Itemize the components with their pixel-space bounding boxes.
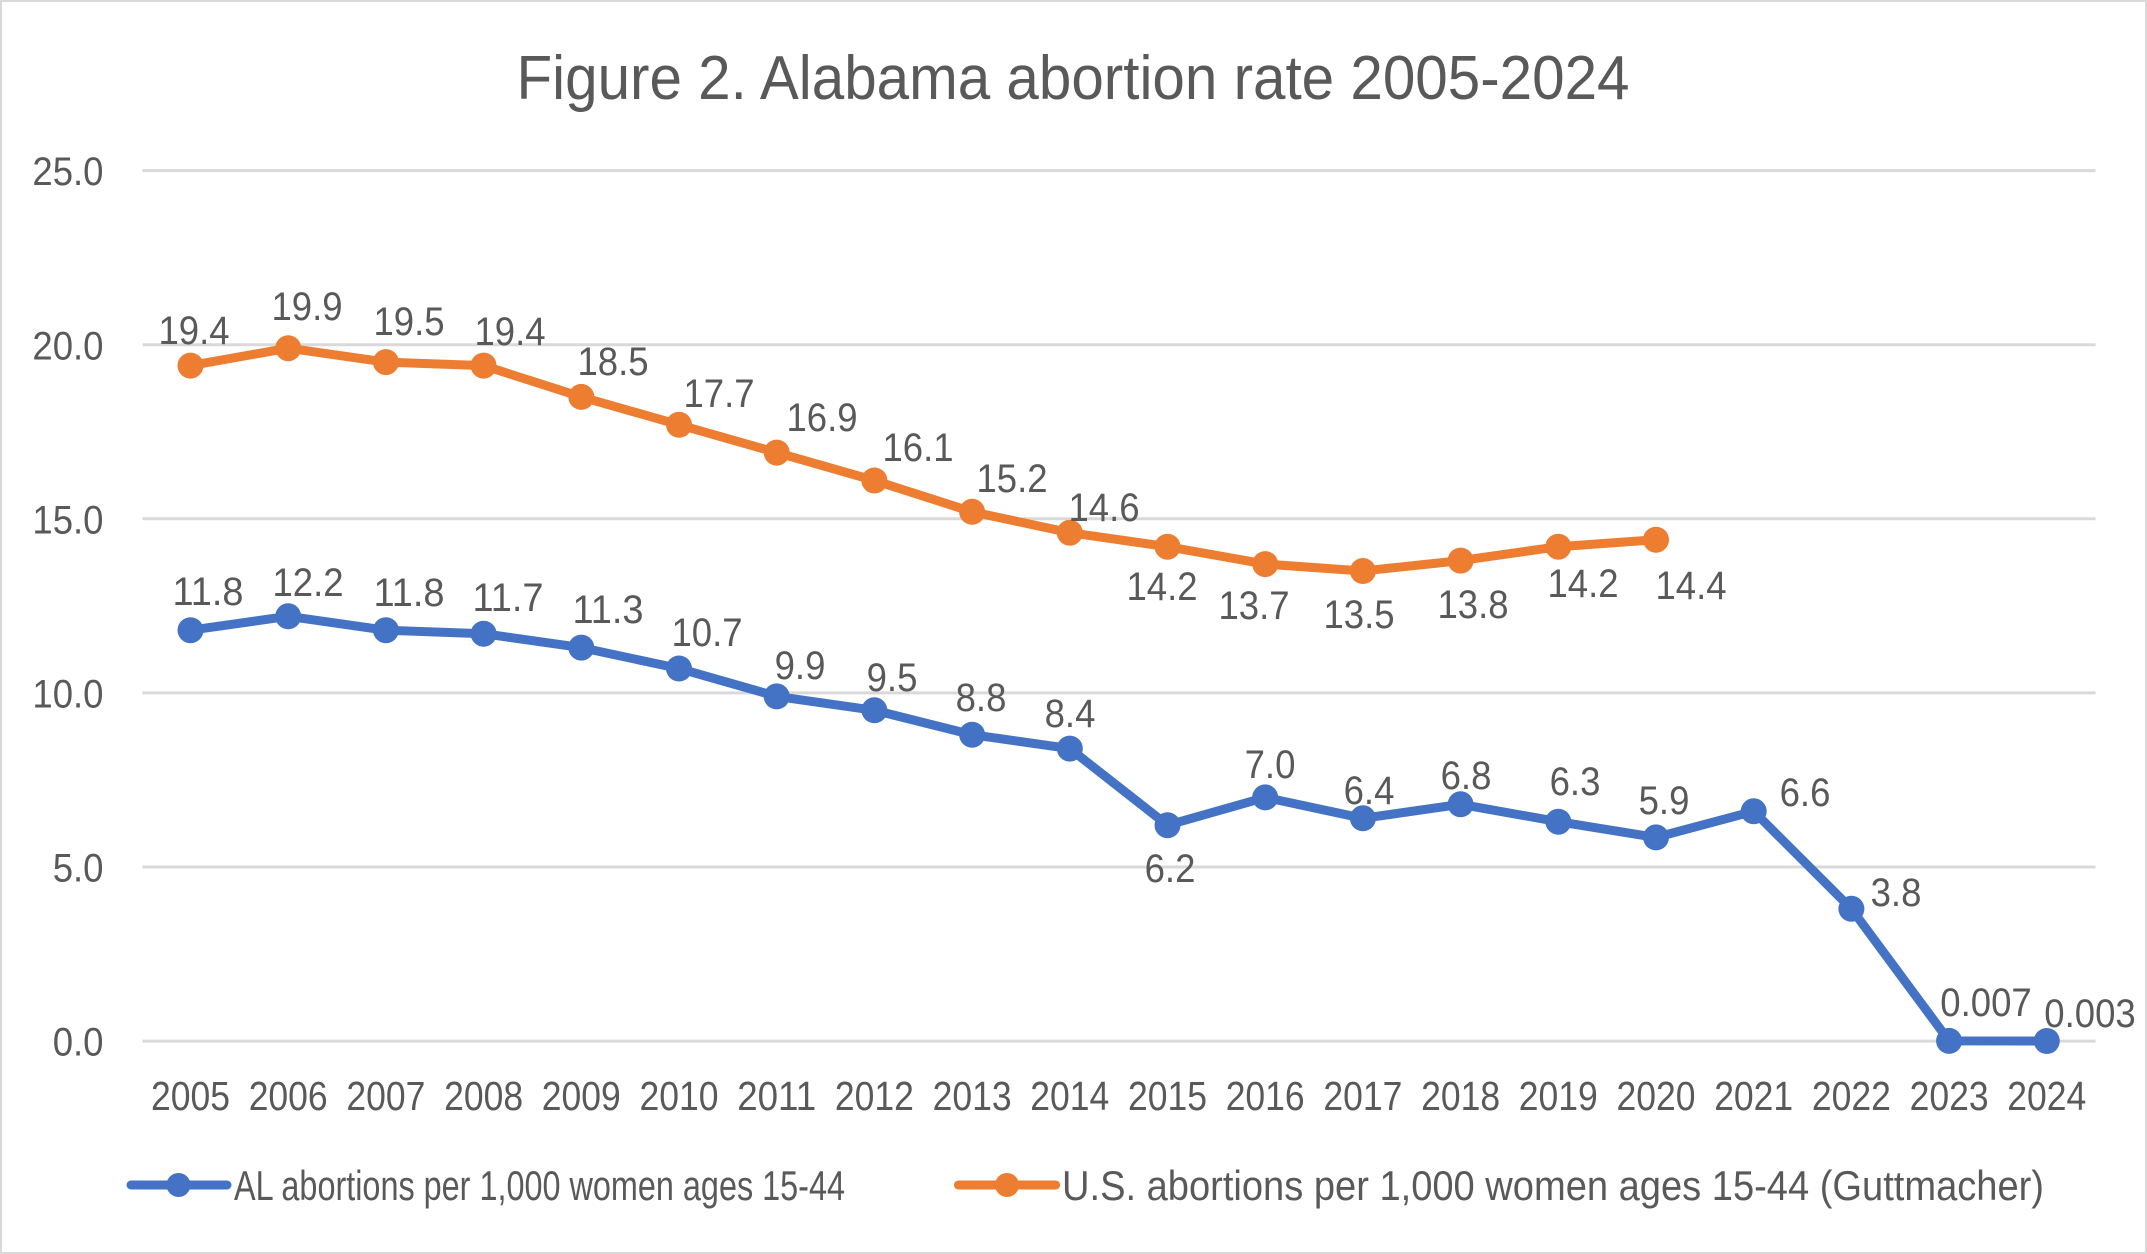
svg-text:6.4: 6.4 [1344,769,1395,813]
svg-text:2016: 2016 [1226,1073,1305,1119]
svg-text:12.2: 12.2 [272,561,343,605]
svg-text:13.5: 13.5 [1323,593,1394,637]
svg-text:2024: 2024 [2007,1073,2086,1119]
svg-text:16.1: 16.1 [882,426,953,470]
svg-text:14.4: 14.4 [1655,564,1726,608]
svg-text:2008: 2008 [444,1073,523,1119]
svg-text:8.8: 8.8 [956,676,1007,720]
svg-text:19.4: 19.4 [158,309,229,353]
svg-text:2018: 2018 [1421,1073,1500,1119]
svg-text:AL abortions per 1,000 women a: AL abortions per 1,000 women ages 15-44 [234,1162,845,1209]
svg-text:2023: 2023 [1910,1073,1989,1119]
svg-text:7.0: 7.0 [1245,743,1296,787]
svg-text:0.007: 0.007 [1940,981,2031,1025]
svg-text:2022: 2022 [1812,1073,1891,1119]
svg-text:19.9: 19.9 [271,285,342,329]
svg-text:17.7: 17.7 [683,372,754,416]
svg-text:19.4: 19.4 [474,310,545,354]
svg-text:14.6: 14.6 [1068,486,1139,530]
svg-text:2019: 2019 [1519,1073,1598,1119]
svg-text:19.5: 19.5 [373,300,444,344]
svg-text:3.8: 3.8 [1871,871,1922,915]
svg-text:2009: 2009 [542,1073,621,1119]
svg-text:16.9: 16.9 [786,396,857,440]
svg-text:14.2: 14.2 [1126,565,1197,609]
svg-text:2006: 2006 [249,1073,328,1119]
svg-text:2020: 2020 [1617,1073,1696,1119]
svg-text:6.8: 6.8 [1441,754,1492,798]
svg-text:2011: 2011 [737,1073,816,1119]
svg-text:6.6: 6.6 [1780,771,1831,815]
svg-text:14.2: 14.2 [1547,562,1618,606]
svg-text:6.3: 6.3 [1550,760,1601,804]
svg-text:0.003: 0.003 [2044,992,2135,1036]
svg-text:25.0: 25.0 [32,150,103,194]
svg-text:2013: 2013 [933,1073,1012,1119]
svg-text:2015: 2015 [1128,1073,1207,1119]
svg-text:18.5: 18.5 [577,340,648,384]
svg-text:11.3: 11.3 [572,588,643,632]
svg-text:13.8: 13.8 [1437,583,1508,627]
svg-text:10.7: 10.7 [671,611,742,655]
svg-text:11.7: 11.7 [472,576,543,620]
svg-text:10.0: 10.0 [32,673,103,717]
svg-text:9.9: 9.9 [775,644,826,688]
svg-text:U.S. abortions per 1,000 women: U.S. abortions per 1,000 women ages 15-4… [1062,1162,2044,1209]
svg-text:0.0: 0.0 [53,1021,104,1065]
svg-text:2014: 2014 [1030,1073,1109,1119]
svg-text:11.8: 11.8 [373,571,444,615]
svg-text:8.4: 8.4 [1045,692,1096,736]
svg-text:2021: 2021 [1714,1073,1793,1119]
svg-text:9.5: 9.5 [867,656,918,700]
svg-text:5.9: 5.9 [1639,779,1690,823]
svg-text:2017: 2017 [1323,1073,1402,1119]
svg-text:2012: 2012 [835,1073,914,1119]
svg-text:20.0: 20.0 [32,324,103,368]
svg-text:2010: 2010 [640,1073,719,1119]
svg-text:11.8: 11.8 [172,570,243,614]
svg-text:15.2: 15.2 [976,457,1047,501]
svg-text:15.0: 15.0 [32,498,103,542]
svg-text:Figure 2. Alabama abortion rat: Figure 2. Alabama abortion rate 2005-202… [517,44,1630,113]
svg-text:5.0: 5.0 [53,847,104,891]
svg-text:6.2: 6.2 [1145,847,1196,891]
svg-text:2007: 2007 [346,1073,425,1119]
svg-text:13.7: 13.7 [1218,584,1289,628]
svg-text:2005: 2005 [151,1073,230,1119]
